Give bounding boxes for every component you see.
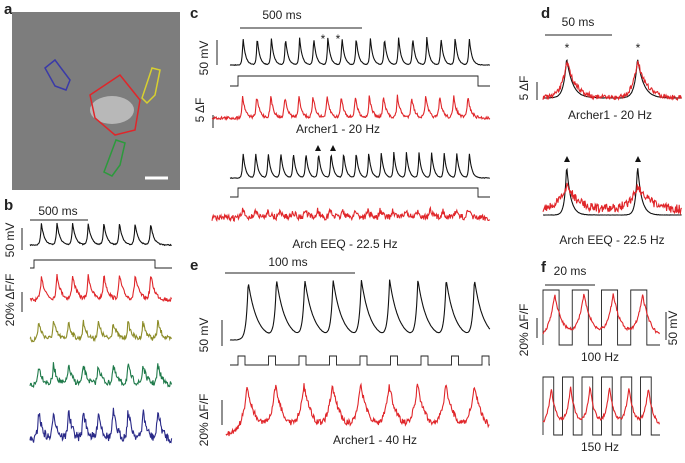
caption: Archer1 - 40 Hz [333,433,417,447]
caption: Archer1 - 20 Hz [568,108,652,122]
fluorescence-trace [29,319,173,343]
time-scale: 500 ms [38,204,77,218]
marker: * [565,41,570,55]
voltage-scale: 50 mV [666,311,680,346]
fluor-scale: 20% ΔF/F [197,394,211,447]
fluorescence-trace [211,205,491,223]
traces [29,36,683,444]
caption: 100 Hz [581,350,619,364]
cell-body [90,96,134,124]
caption: Arch EEQ - 22.5 Hz [292,237,397,251]
fluorescence-trace [542,60,683,101]
panel-label: c [190,5,198,22]
caption: Arch EEQ - 22.5 Hz [559,233,664,247]
fluor-scale: 5 ΔF [517,76,531,101]
time-scale: 50 ms [562,15,595,29]
marker-triangle [635,156,641,162]
fluorescence-trace [29,407,173,444]
fluorescence-trace [225,382,490,437]
fluorescence-trace [542,293,660,335]
marker-triangle [330,145,336,151]
marker: * [636,41,641,55]
time-scale: 500 ms [262,8,301,22]
marker-triangle [564,156,570,162]
stimulus-step [30,259,172,269]
voltage-trace [542,59,682,99]
panel-label: f [541,259,547,276]
voltage-scale: 50 mV [197,41,211,76]
voltage-trace [229,36,491,66]
marker: * [321,32,326,46]
time-scale: 100 ms [268,255,307,269]
voltage-square-wave [542,376,660,436]
panel-label: d [541,5,550,22]
stimulus-step [230,187,490,198]
time-scale: 20 ms [554,264,587,278]
roi-yellow [141,67,161,105]
panel-label: a [4,1,13,18]
panel-label: e [190,257,198,274]
panel-label: b [4,197,13,214]
voltage-trace [29,222,172,247]
fluorescence-trace [29,362,173,389]
roi-red [89,73,141,136]
voltage-trace [229,279,491,341]
voltage-square-wave [542,289,660,346]
stimulus-step [230,75,490,87]
fluor-scale: 5 ΔF [193,98,207,123]
voltage-trace [543,167,682,216]
voltage-scale: 50 mV [197,318,211,353]
fluorescence-trace [211,94,491,121]
voltage-trace [229,151,490,179]
stimulus-pulses [230,355,490,366]
roi-blue [44,58,71,91]
fluor-scale: 20% ΔF/F [3,274,17,327]
fluorescence-trace [542,182,683,216]
voltage-scale: 50 mV [3,223,17,258]
fluorescence-trace [542,385,660,425]
roi-green [103,139,126,177]
caption: Archer1 - 20 Hz [296,122,380,136]
fluorescence-trace [29,273,173,303]
marker-triangle [315,145,321,151]
marker: * [336,32,341,46]
caption: 150 Hz [581,440,619,454]
fluor-scale: 20% ΔF/F [517,304,531,357]
